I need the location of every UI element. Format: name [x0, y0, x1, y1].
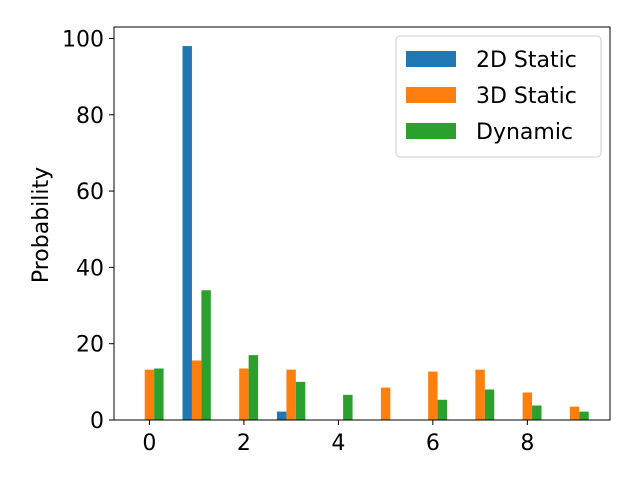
y-tick-label-0: 0 [90, 409, 104, 434]
y-tick-label-60: 60 [76, 180, 104, 205]
bar-2d-static-3 [276, 411, 287, 420]
bar-3d-static-1 [191, 360, 202, 420]
bar-3d-static-6 [428, 371, 438, 420]
bar-dynamic-0 [154, 368, 164, 420]
x-tick-label-8: 8 [520, 431, 534, 456]
bar-3d-static-0 [144, 369, 155, 420]
bar-3d-static-8 [522, 392, 533, 420]
bar-3d-static-7 [475, 369, 485, 420]
bar-dynamic-9 [579, 411, 589, 420]
y-tick-label-100: 100 [62, 27, 104, 52]
plot-frame [113, 26, 611, 421]
bar-3d-static-3 [286, 369, 296, 420]
legend-label-dynamic: Dynamic [476, 120, 573, 145]
legend: 2D Static 3D Static Dynamic [395, 35, 602, 158]
bar-dynamic-4 [343, 394, 353, 420]
x-tick-label-6: 6 [426, 431, 440, 456]
legend-swatch-2d-static [406, 51, 456, 67]
bar-dynamic-1 [201, 290, 211, 420]
y-tick-label-80: 80 [76, 104, 104, 129]
legend-swatch-3d-static [406, 87, 456, 103]
bar-dynamic-8 [532, 405, 542, 420]
legend-label-3d-static: 3D Static [476, 84, 577, 109]
x-tick-label-2: 2 [237, 431, 251, 456]
bar-dynamic-6 [437, 399, 448, 420]
x-tick-label-4: 4 [331, 431, 345, 456]
x-tick-label-0: 0 [142, 431, 156, 456]
legend-label-2d-static: 2D Static [476, 48, 577, 73]
bar-3d-static-2 [239, 368, 249, 420]
bar-dynamic-3 [295, 381, 306, 420]
bars-group [144, 46, 589, 421]
bar-dynamic-2 [248, 355, 259, 420]
bar-dynamic-7 [484, 389, 495, 420]
legend-swatch-dynamic [406, 123, 456, 139]
y-axis-label: Probability [29, 167, 54, 283]
bar-3d-static-9 [569, 406, 580, 420]
bar-2d-static-1 [182, 46, 192, 421]
bar-3d-static-5 [380, 387, 391, 420]
y-tick-label-20: 20 [76, 333, 104, 358]
y-tick-label-40: 40 [76, 256, 104, 281]
